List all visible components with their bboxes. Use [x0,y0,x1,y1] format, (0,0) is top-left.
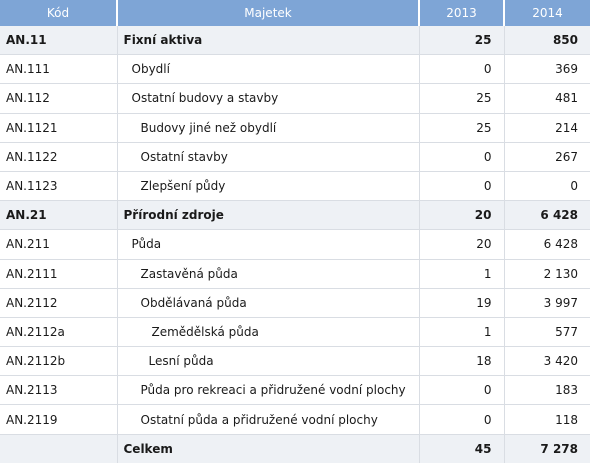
row-name: Lesní půda [117,346,420,377]
row-name: Půda [117,229,420,260]
row-code: AN.2111 [0,259,118,289]
row-name: Fixní aktiva [117,26,420,56]
table-row: AN.112 Ostatní budovy a stavby 25 481 [0,83,590,114]
row-value-2013: 0 [419,171,505,202]
row-name: Zemědělská půda [117,317,420,348]
row-value-2013: 0 [419,142,505,172]
row-name: Zlepšení půdy [117,171,420,202]
table-row: AN.21 Přírodní zdroje 20 6 428 [0,200,590,231]
row-name: Obydlí [117,54,420,85]
table-row: AN.1121 Budovy jiné než obydlí 25 214 [0,113,590,143]
table-row: AN.1122 Ostatní stavby 0 267 [0,142,590,172]
row-name: Obdělávaná půda [117,288,420,318]
total-label: Celkem [117,434,420,463]
table-row: AN.2119 Ostatní půda a přidružené vodní … [0,404,590,435]
row-value-2013: 25 [419,26,505,56]
row-name: Půda pro rekreaci a přidružené vodní plo… [117,375,420,406]
row-value-2013: 19 [419,288,505,318]
row-value-2013: 0 [419,54,505,85]
header-name: Majetek [117,0,420,26]
header-year-2013: 2013 [419,0,505,26]
row-value-2014: 183 [504,375,590,406]
row-code: AN.112 [0,83,118,114]
row-value-2014: 6 428 [504,200,590,231]
row-code: AN.2113 [0,375,118,406]
table-row: AN.2113 Půda pro rekreaci a přidružené v… [0,375,590,406]
total-value-2013: 45 [419,434,505,463]
row-value-2013: 1 [419,317,505,348]
row-code: AN.1121 [0,113,118,143]
row-code: AN.2112a [0,317,118,348]
table-row: AN.2112a Zemědělská půda 1 577 [0,317,590,348]
row-code: AN.21 [0,200,118,231]
row-name: Ostatní půda a přidružené vodní plochy [117,404,420,435]
row-value-2014: 577 [504,317,590,348]
table-row: AN.2112b Lesní půda 18 3 420 [0,346,590,377]
header-code: Kód [0,0,118,26]
table-body: AN.11 Fixní aktiva 25 850 AN.111 Obydlí … [0,26,590,463]
row-value-2014: 369 [504,54,590,85]
row-code: AN.1122 [0,142,118,172]
total-value-2014: 7 278 [504,434,590,463]
row-value-2014: 6 428 [504,229,590,260]
row-code: AN.111 [0,54,118,85]
row-code: AN.11 [0,26,118,56]
row-value-2014: 118 [504,404,590,435]
table-row: AN.11 Fixní aktiva 25 850 [0,26,590,56]
row-value-2014: 267 [504,142,590,172]
row-code: AN.1123 [0,171,118,202]
row-value-2014: 481 [504,83,590,114]
table-row: AN.2112 Obdělávaná půda 19 3 997 [0,288,590,318]
row-value-2013: 18 [419,346,505,377]
row-name: Ostatní budovy a stavby [117,83,420,114]
row-code [0,434,118,463]
row-code: AN.2112b [0,346,118,377]
table-row: AN.211 Půda 20 6 428 [0,229,590,260]
table-row: AN.2111 Zastavěná půda 1 2 130 [0,259,590,289]
row-value-2014: 2 130 [504,259,590,289]
row-value-2014: 0 [504,171,590,202]
row-value-2014: 850 [504,26,590,56]
row-name: Budovy jiné než obydlí [117,113,420,143]
row-value-2013: 20 [419,229,505,260]
row-code: AN.2119 [0,404,118,435]
row-value-2014: 3 997 [504,288,590,318]
row-value-2013: 0 [419,404,505,435]
row-value-2014: 214 [504,113,590,143]
table-row: AN.111 Obydlí 0 369 [0,54,590,85]
header-row: Kód Majetek 2013 2014 [0,0,590,26]
row-code: AN.2112 [0,288,118,318]
row-name: Přírodní zdroje [117,200,420,231]
row-name: Ostatní stavby [117,142,420,172]
row-code: AN.211 [0,229,118,260]
row-value-2013: 20 [419,200,505,231]
table-row: AN.1123 Zlepšení půdy 0 0 [0,171,590,202]
row-name: Zastavěná půda [117,259,420,289]
row-value-2013: 0 [419,375,505,406]
row-value-2013: 25 [419,83,505,114]
row-value-2013: 25 [419,113,505,143]
total-row: Celkem 45 7 278 [0,434,590,463]
table-header: Kód Majetek 2013 2014 [0,0,590,26]
row-value-2013: 1 [419,259,505,289]
header-year-2014: 2014 [504,0,590,26]
row-value-2014: 3 420 [504,346,590,377]
